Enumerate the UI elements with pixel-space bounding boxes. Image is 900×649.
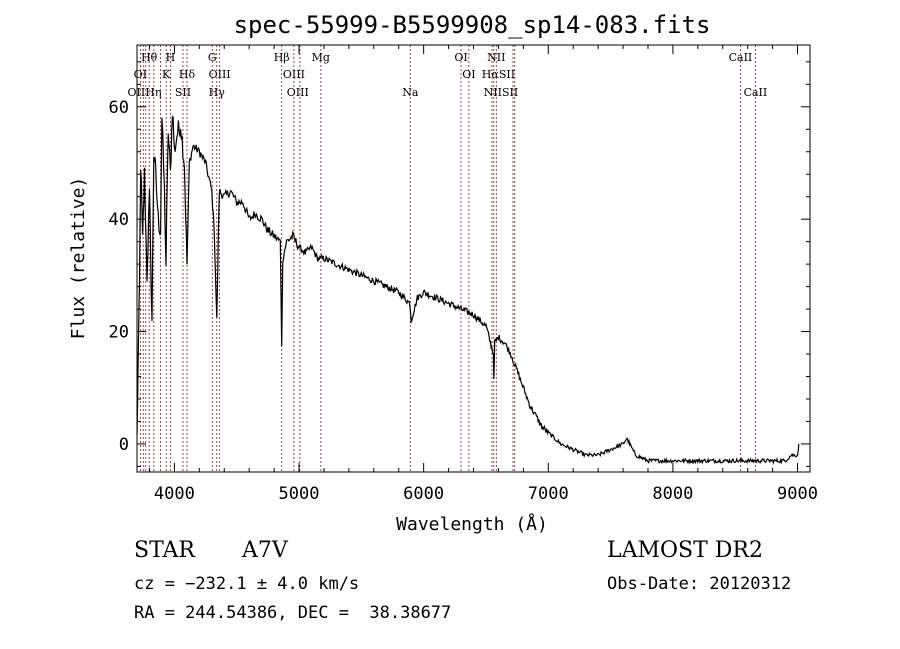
line-label-mid-2: Hδ: [179, 68, 196, 81]
y-axis: 0 20 40 60: [109, 61, 810, 467]
coordinates: RA = 244.54386, DEC = 38.38677: [134, 603, 452, 623]
y-tick-label-3: 60: [109, 98, 129, 118]
line-label-top-2: G: [208, 51, 217, 64]
line-label-low-3: OIII: [287, 86, 309, 99]
y-tick-label-0: 0: [119, 435, 129, 455]
line-label-low-6: CaII: [744, 86, 768, 99]
line-label-mid-6: HαSII: [482, 68, 515, 81]
x-axis-label: Wavelength (Å): [396, 513, 548, 535]
object-class: STAR: [134, 538, 195, 563]
x-tick-label-2: 6000: [403, 484, 444, 504]
line-label-top-6: NII: [487, 51, 505, 64]
line-label-low-1: SII: [175, 86, 191, 99]
line-label-mid-4: OIII: [283, 68, 305, 81]
chart-title: spec-55999-B5599908_sp14-083.fits: [234, 11, 711, 39]
line-label-top-4: Mg: [312, 51, 330, 64]
survey-name: LAMOST DR2: [607, 538, 763, 563]
line-label-top-3: Hβ: [274, 51, 290, 64]
x-tick-label-0: 4000: [154, 484, 195, 504]
line-label-low-4: Na: [402, 86, 419, 99]
x-tick-label-1: 5000: [279, 484, 320, 504]
x-axis: 4000 5000 6000 7000 8000 9000: [148, 45, 818, 504]
spectral-line-markers: [139, 45, 756, 472]
plot-frame: [136, 44, 811, 473]
line-label-low-5: NIISII: [484, 86, 519, 99]
object-subclass: A7V: [242, 538, 288, 563]
line-label-mid-1: K: [162, 68, 171, 81]
line-label-mid-0: OI: [134, 68, 147, 81]
y-tick-label-2: 40: [109, 210, 129, 230]
x-tick-label-4: 8000: [652, 484, 693, 504]
redshift-value: cz = −232.1 ± 4.0 km/s: [134, 574, 360, 594]
line-label-top-5: OI: [454, 51, 467, 64]
line-label-low-0: OIIHη: [128, 86, 162, 99]
line-label-top-0: Hθ: [141, 51, 158, 64]
y-axis-label: Flux (relative): [68, 177, 89, 340]
line-label-mid-3: OIII: [209, 68, 231, 81]
line-label-top-7: CaII: [729, 51, 753, 64]
y-tick-label-1: 20: [109, 323, 129, 343]
observation-date: Obs-Date: 20120312: [607, 574, 792, 594]
x-tick-label-5: 9000: [777, 484, 818, 504]
x-tick-label-3: 7000: [528, 484, 569, 504]
spectral-line-labels: Hθ H G Hβ Mg OI NII CaII OI K Hδ OIII OIII OI HαSII OII…: [128, 51, 768, 99]
spectrum-line: [136, 115, 800, 465]
line-label-mid-5: OI: [462, 68, 475, 81]
line-label-top-1: H: [166, 51, 176, 64]
line-label-low-2: Hγ: [209, 86, 226, 99]
